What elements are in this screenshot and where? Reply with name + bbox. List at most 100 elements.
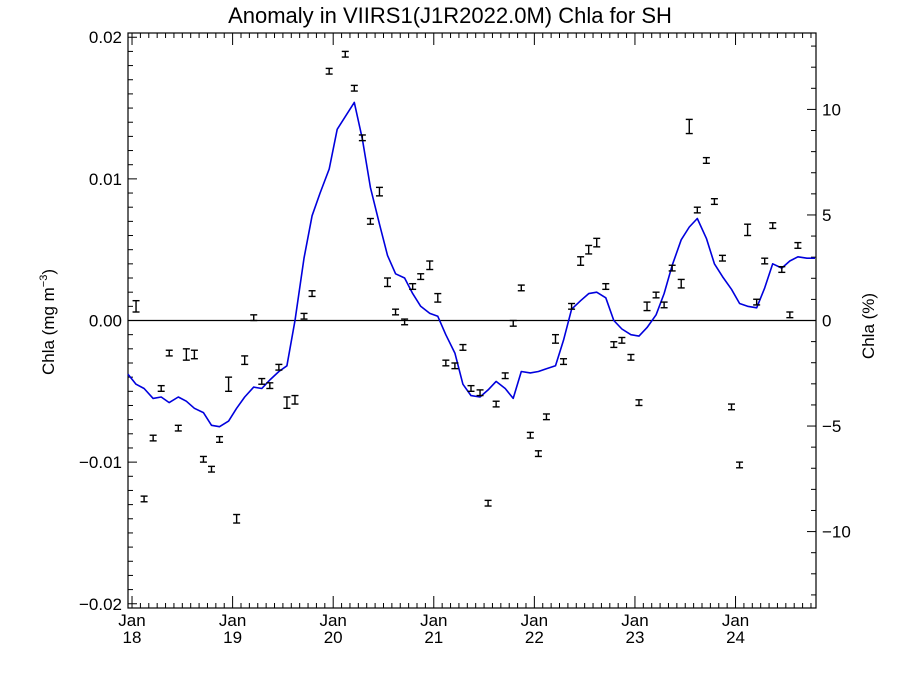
data-point <box>308 290 316 298</box>
data-point <box>786 311 794 319</box>
y-axis-left-title-text: Chla (mg m <box>39 287 58 375</box>
data-point <box>341 50 349 58</box>
y-left-tick-label: −0.01 <box>79 453 122 472</box>
x-tick-label-month: Jan <box>118 611 145 630</box>
data-points-layer <box>132 50 802 524</box>
data-point <box>585 244 593 255</box>
chart-title: Anomaly in VIIRS1(J1R2022.0M) Chla for S… <box>228 3 672 28</box>
data-point <box>216 435 224 443</box>
data-point <box>593 237 601 248</box>
x-tick-label-year: 22 <box>525 628 544 647</box>
data-point <box>753 298 761 306</box>
smoothed-line-layer <box>127 101 815 428</box>
data-point <box>635 399 643 407</box>
tick-labels-layer: −0.02−0.010.000.010.02−10−50510Jan18Jan1… <box>79 28 851 647</box>
y-axis-left-title-close: ) <box>39 269 58 275</box>
data-point <box>534 450 542 458</box>
data-point <box>401 318 409 326</box>
data-point <box>384 277 392 288</box>
data-point <box>375 186 383 197</box>
data-point <box>685 118 693 135</box>
y-right-tick-label: 10 <box>822 100 841 119</box>
data-point <box>794 241 802 249</box>
data-point <box>199 455 207 463</box>
data-point <box>769 222 777 230</box>
axes-layer <box>127 32 817 609</box>
data-point <box>618 336 626 344</box>
y-axis-right-title: Chla (%) <box>859 293 878 359</box>
data-point <box>643 301 651 312</box>
data-point <box>728 403 736 411</box>
x-tick-label-year: 20 <box>324 628 343 647</box>
data-point <box>182 348 190 361</box>
y-axis-left-title: Chla (mg m−3) <box>38 269 58 375</box>
y-axis-left-title-superscript: −3 <box>38 275 50 288</box>
data-point <box>710 198 718 206</box>
y-right-tick-label: −10 <box>822 523 851 542</box>
data-point <box>577 256 585 266</box>
data-point <box>434 292 442 303</box>
data-point <box>140 495 148 503</box>
data-point <box>476 389 484 397</box>
data-point <box>283 396 291 410</box>
data-point <box>275 363 283 371</box>
x-tick-label-year: 19 <box>223 628 242 647</box>
data-point <box>459 343 467 351</box>
data-point <box>517 284 525 292</box>
data-point <box>426 260 434 271</box>
data-point <box>358 134 366 142</box>
data-point <box>718 254 726 262</box>
y-left-tick-label: 0.01 <box>89 170 122 189</box>
x-tick-label-month: Jan <box>319 611 346 630</box>
data-point <box>149 434 157 442</box>
x-tick-label-year: 18 <box>123 628 142 647</box>
data-point <box>442 359 450 367</box>
data-point <box>660 301 668 309</box>
y-right-tick-label: 0 <box>822 312 831 331</box>
x-tick-label-month: Jan <box>521 611 548 630</box>
x-tick-label-year: 24 <box>726 628 745 647</box>
data-point <box>225 376 233 393</box>
data-point <box>241 355 249 366</box>
data-point <box>652 291 660 299</box>
data-point <box>693 206 701 214</box>
data-point <box>761 257 769 265</box>
data-point <box>325 67 333 75</box>
data-point <box>492 400 500 408</box>
data-point <box>174 424 182 432</box>
data-point <box>744 223 752 237</box>
y-right-tick-label: 5 <box>822 206 831 225</box>
x-tick-label-month: Jan <box>722 611 749 630</box>
data-point <box>542 413 550 421</box>
data-point <box>560 358 568 366</box>
data-point <box>677 278 685 289</box>
data-point <box>702 156 710 164</box>
x-tick-label-month: Jan <box>420 611 447 630</box>
data-point <box>157 384 165 393</box>
data-point <box>409 282 417 291</box>
data-point <box>551 333 559 344</box>
data-point <box>417 273 425 281</box>
x-tick-label-year: 23 <box>625 628 644 647</box>
data-point <box>165 349 173 357</box>
data-point <box>568 302 576 310</box>
y-left-tick-label: −0.02 <box>79 595 122 614</box>
data-point <box>526 431 534 439</box>
x-tick-label-month: Jan <box>621 611 648 630</box>
y-left-tick-label: 0.00 <box>89 312 122 331</box>
data-point <box>291 394 299 405</box>
data-point <box>467 384 475 393</box>
data-point <box>350 84 358 92</box>
data-point <box>778 265 786 274</box>
x-tick-label-year: 21 <box>424 628 443 647</box>
data-point <box>451 362 459 370</box>
data-point <box>190 349 198 360</box>
data-point <box>610 341 618 349</box>
data-point <box>602 282 610 291</box>
data-point <box>250 314 258 322</box>
data-point <box>300 312 308 320</box>
data-point <box>736 461 744 469</box>
data-point <box>392 308 400 316</box>
data-point <box>509 319 517 327</box>
data-point <box>501 372 509 380</box>
